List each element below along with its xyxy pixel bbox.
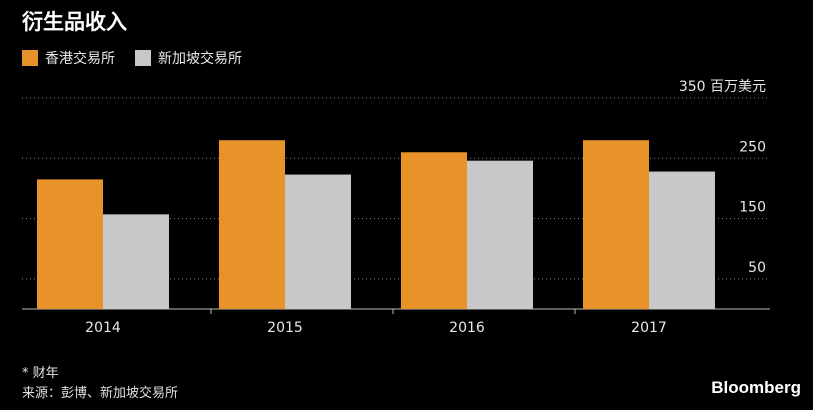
legend-swatch-sgx	[135, 50, 151, 66]
bar-hkex-2017	[583, 140, 649, 309]
source-note: 来源：彭博、新加坡交易所	[22, 386, 179, 401]
x-tick-label: 2017	[631, 320, 667, 336]
y-tick-label: 150	[739, 200, 766, 216]
legend-item-sgx: 新加坡交易所	[135, 48, 242, 68]
x-tick-label: 2015	[267, 320, 303, 336]
legend: 香港交易所 新加坡交易所	[22, 48, 262, 68]
x-tick-label: 2016	[449, 320, 485, 336]
bar-hkex-2016	[401, 152, 467, 309]
y-tick-label: 50	[748, 260, 766, 276]
legend-item-hkex: 香港交易所	[22, 48, 115, 68]
legend-swatch-hkex	[22, 50, 38, 66]
bar-sgx-2017	[649, 171, 715, 309]
legend-label-sgx: 新加坡交易所	[158, 51, 242, 67]
bloomberg-logo: Bloomberg	[711, 378, 801, 397]
bar-sgx-2016	[467, 160, 533, 309]
y-tick-label: 250	[739, 139, 766, 155]
bar-sgx-2015	[285, 174, 351, 309]
footnote: * 财年	[22, 366, 59, 381]
x-tick-label: 2014	[85, 320, 121, 336]
bar-hkex-2015	[219, 140, 285, 309]
bar-hkex-2014	[37, 179, 103, 309]
legend-label-hkex: 香港交易所	[45, 51, 115, 67]
chart-title: 衍生品收入	[22, 10, 127, 34]
y-tick-label: 350 百万美元	[679, 79, 766, 95]
bar-sgx-2014	[103, 214, 169, 309]
